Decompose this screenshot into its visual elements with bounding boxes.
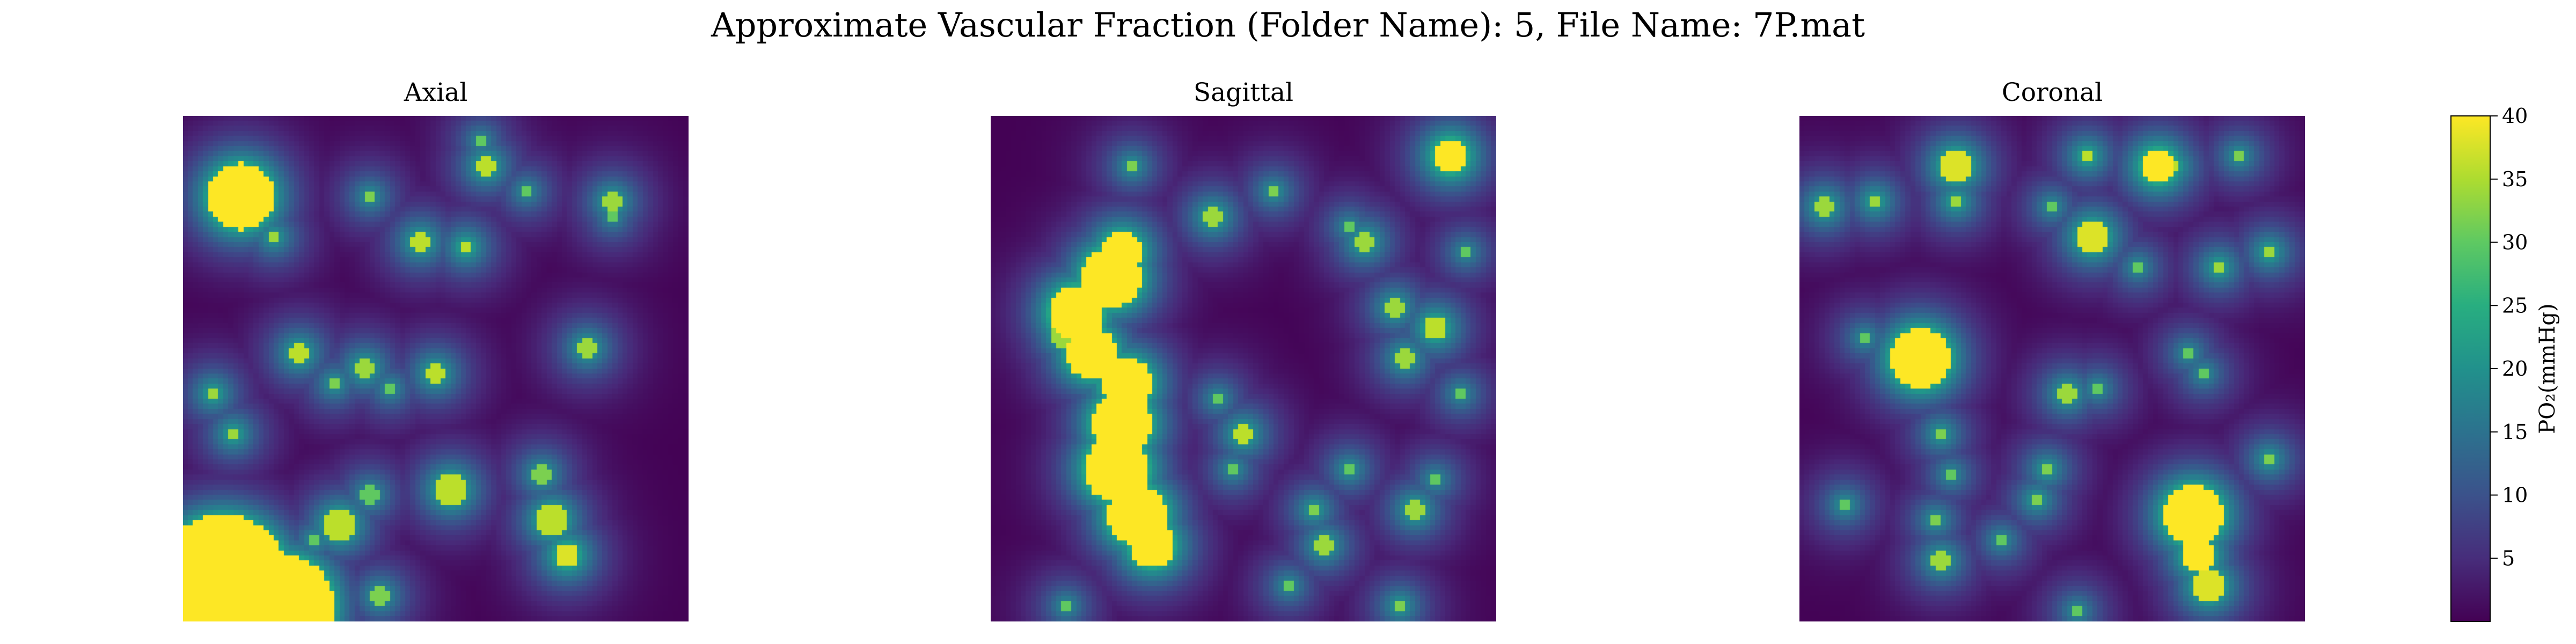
panel-title-sagittal: Sagittal	[1194, 78, 1293, 107]
colorbar-tick-label: 5	[2502, 546, 2515, 570]
colorbar-tick-label: 15	[2502, 420, 2528, 444]
colorbar-tick-label: 40	[2502, 104, 2528, 128]
panel-sagittal: Sagittal	[991, 78, 1496, 621]
colorbar-tick-label: 20	[2502, 357, 2528, 380]
heatmap-sagittal-canvas	[991, 116, 1496, 621]
colorbar-tick-label: 30	[2502, 231, 2528, 254]
panel-title-axial: Axial	[404, 78, 468, 107]
colorbar-tick-label: 35	[2502, 167, 2528, 191]
heatmap-coronal-canvas	[1799, 116, 2305, 621]
colorbar-tick-label: 25	[2502, 294, 2528, 317]
heatmap-axial-canvas	[183, 116, 689, 621]
colorbar-label: PO₂(mmHg)	[2535, 303, 2560, 434]
colorbar-tick-label: 10	[2502, 484, 2528, 507]
figure-title: Approximate Vascular Fraction (Folder Na…	[711, 5, 1865, 45]
panel-coronal: Coronal	[1799, 78, 2305, 621]
colorbar-ticks: 5 10 15 20 25 30 35 40	[2490, 104, 2528, 570]
panel-axial: Axial	[183, 78, 689, 621]
panel-title-coronal: Coronal	[2002, 78, 2103, 107]
colorbar: 5 10 15 20 25 30 35 40 PO₂(mmHg)	[2450, 104, 2560, 622]
colorbar-gradient	[2450, 115, 2491, 622]
